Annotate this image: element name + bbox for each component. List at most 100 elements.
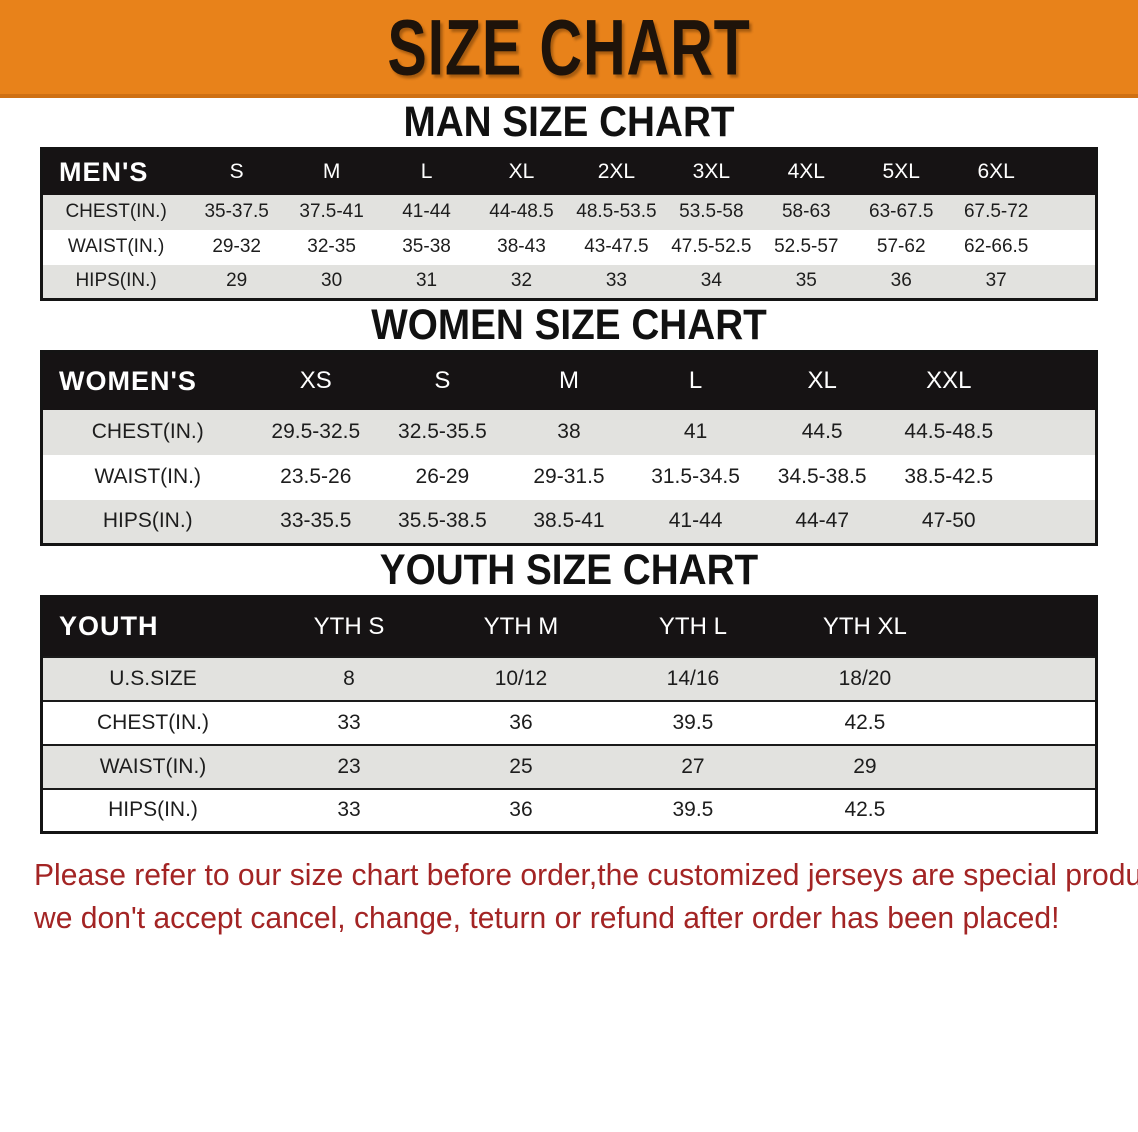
row-filler <box>1012 410 1096 455</box>
size-column-header: YTH S <box>313 612 385 640</box>
measurement-cell: 52.5-57 <box>774 236 839 257</box>
mens-size-table: MEN'S S M L XL 2XL 3XL 4XL 5XL 6XL CHEST(IN.) 35-37… <box>40 147 1098 301</box>
measurement-cell: 36 <box>890 270 912 292</box>
measurement-cell: 33 <box>605 270 627 292</box>
man-section-heading: MAN SIZE CHART <box>403 98 735 146</box>
table-header-row: WOMEN'S XS S M L XL XXL <box>41 351 1097 410</box>
measurement-cell: 44.5-48.5 <box>904 420 994 443</box>
table-row: HIPS(IN.) 33-35.5 35.5-38.5 38.5-41 41-44 44-… <box>41 499 1097 545</box>
measurement-cell: 63-67.5 <box>869 201 934 222</box>
size-column-header: L <box>420 160 433 184</box>
row-filler <box>1012 500 1096 545</box>
table-header-row: YOUTH YTH S YTH M YTH L YTH XL <box>41 596 1097 657</box>
size-column-header: 5XL <box>882 160 920 184</box>
measurement-cell: 35-38 <box>402 236 451 257</box>
banner-title: SIZE CHART <box>387 3 751 91</box>
size-column-header: XL <box>508 160 535 184</box>
table-head: MEN'S S M L XL 2XL 3XL 4XL 5XL 6XL <box>41 148 1097 195</box>
youth-size-table: YOUTH YTH S YTH M YTH L YTH XL U.S.SIZE 8 10/12… <box>40 595 1098 834</box>
measurement-cell: 37.5-41 <box>299 201 364 222</box>
table-head: WOMEN'S XS S M L XL XXL <box>41 351 1097 410</box>
measurement-cell: 44-48.5 <box>489 201 554 222</box>
table-row: HIPS(IN.) 33 36 39.5 42.5 <box>41 788 1097 833</box>
size-column-header: S <box>229 160 244 184</box>
row-filler <box>1044 195 1097 230</box>
row-filler <box>951 701 1097 745</box>
measurement-cell: 38.5-42.5 <box>904 465 994 488</box>
row-filler <box>1044 265 1097 300</box>
disclaimer-line-1: Please refer to our size chart before or… <box>34 857 1138 892</box>
measurement-cell: 23 <box>337 754 361 778</box>
measurement-cell: 39.5 <box>672 710 714 734</box>
measurement-cell: 38-43 <box>497 236 546 257</box>
row-label: HIPS(IN.) <box>102 509 193 533</box>
row-label: CHEST(IN.) <box>65 201 167 222</box>
measurement-cell: 32 <box>510 270 533 292</box>
measurement-cell: 36 <box>509 798 533 822</box>
measurement-cell: 27 <box>681 754 705 778</box>
youth-section-heading: YOUTH SIZE CHART <box>379 546 759 594</box>
measurement-cell: 33 <box>337 798 361 822</box>
row-label: U.S.SIZE <box>109 666 197 690</box>
women-section-heading: WOMEN SIZE CHART <box>371 301 767 349</box>
measurement-cell: 38 <box>557 420 581 443</box>
measurement-cell: 67.5-72 <box>963 201 1029 222</box>
measurement-cell: 29.5-32.5 <box>271 420 361 443</box>
measurement-cell: 62-66.5 <box>963 236 1029 257</box>
measurement-cell: 44.5 <box>801 420 843 443</box>
size-column-header: YTH L <box>658 612 727 640</box>
measurement-cell: 34.5-38.5 <box>777 465 867 488</box>
table-row: CHEST(IN.) 33 36 39.5 42.5 <box>41 700 1097 745</box>
measurement-cell: 26-29 <box>415 465 470 488</box>
measurement-cell: 31 <box>415 270 438 292</box>
measurement-cell: 39.5 <box>672 798 714 822</box>
measurement-cell: 10/12 <box>494 666 548 690</box>
row-label: WAIST(IN.) <box>67 236 165 257</box>
measurement-cell: 34 <box>700 270 722 292</box>
measurement-cell: 31.5-34.5 <box>651 465 740 488</box>
measurement-cell: 8 <box>343 666 355 690</box>
measurement-cell: 57-62 <box>876 236 926 257</box>
measurement-cell: 47.5-52.5 <box>671 236 752 257</box>
measurement-cell: 42.5 <box>844 798 886 822</box>
size-column-header: YTH M <box>483 612 559 640</box>
womens-size-table: WOMEN'S XS S M L XL XXL CHEST(IN.) 29.5-32.5 32.5… <box>40 350 1098 546</box>
row-filler <box>1012 455 1096 500</box>
table-row: WAIST(IN.) 23 25 27 29 <box>41 744 1097 789</box>
row-label: CHEST(IN.) <box>97 710 210 734</box>
measurement-cell: 41-44 <box>668 509 723 533</box>
measurement-cell: 35 <box>795 270 817 292</box>
measurement-cell: 30 <box>321 270 343 292</box>
table-row: CHEST(IN.) 35-37.5 37.5-41 41-44 44-48.5 48.5… <box>41 194 1097 230</box>
women-size-section: WOMEN SIZE CHART WOMEN'S XS S M L XL XXL CHEST(… <box>0 301 1138 546</box>
measurement-cell: 29 <box>853 754 877 778</box>
measurement-cell: 14/16 <box>666 666 720 690</box>
measurement-cell: 23.5-26 <box>280 465 352 488</box>
measurement-cell: 29 <box>226 270 248 292</box>
table-body: CHEST(IN.) 35-37.5 37.5-41 41-44 44-48.5 48.5… <box>41 194 1097 300</box>
table-label: YOUTH <box>59 611 159 642</box>
measurement-cell: 38.5-41 <box>533 509 605 533</box>
measurement-cell: 32-35 <box>307 236 356 257</box>
youth-size-section: YOUTH SIZE CHART YOUTH YTH S YTH M YTH L YTH… <box>0 546 1138 834</box>
size-column-header: M <box>558 367 579 395</box>
table-body: U.S.SIZE 8 10/12 14/16 18/20 CHEST(IN.) 33 36 39… <box>41 656 1097 833</box>
size-column-header: 2XL <box>597 160 636 184</box>
row-filler <box>951 789 1097 833</box>
measurement-cell: 41 <box>683 420 708 443</box>
size-column-header: S <box>434 367 451 395</box>
measurement-cell: 43-47.5 <box>584 236 649 257</box>
size-column-header: 6XL <box>977 160 1015 184</box>
measurement-cell: 25 <box>509 754 533 778</box>
table-row: WAIST(IN.) 29-32 32-35 35-38 38-43 43-47.5 47.… <box>41 229 1097 265</box>
row-label: WAIST(IN.) <box>94 465 202 488</box>
table-label: MEN'S <box>59 156 149 187</box>
measurement-cell: 42.5 <box>844 710 886 734</box>
row-label: CHEST(IN.) <box>91 420 204 443</box>
row-label: HIPS(IN.) <box>75 270 157 292</box>
size-column-header: 4XL <box>787 160 825 184</box>
table-row: U.S.SIZE 8 10/12 14/16 18/20 <box>41 656 1097 701</box>
measurement-cell: 29-32 <box>212 236 261 257</box>
size-column-header: L <box>688 367 703 395</box>
measurement-cell: 41-44 <box>402 201 451 222</box>
